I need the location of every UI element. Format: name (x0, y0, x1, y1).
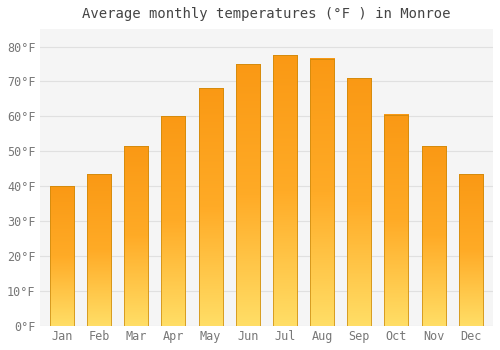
Bar (50, 186, 74, 326)
Bar (124, 146, 148, 326)
Bar (384, 114, 408, 326)
Bar (458, 174, 483, 326)
Bar (422, 146, 446, 326)
Bar (162, 116, 186, 326)
Bar (273, 55, 297, 326)
Bar (198, 89, 222, 326)
Bar (347, 78, 372, 326)
Title: Average monthly temperatures (°F ) in Monroe: Average monthly temperatures (°F ) in Mo… (82, 7, 450, 21)
Bar (310, 59, 334, 326)
Bar (236, 64, 260, 326)
Bar (87, 174, 111, 326)
